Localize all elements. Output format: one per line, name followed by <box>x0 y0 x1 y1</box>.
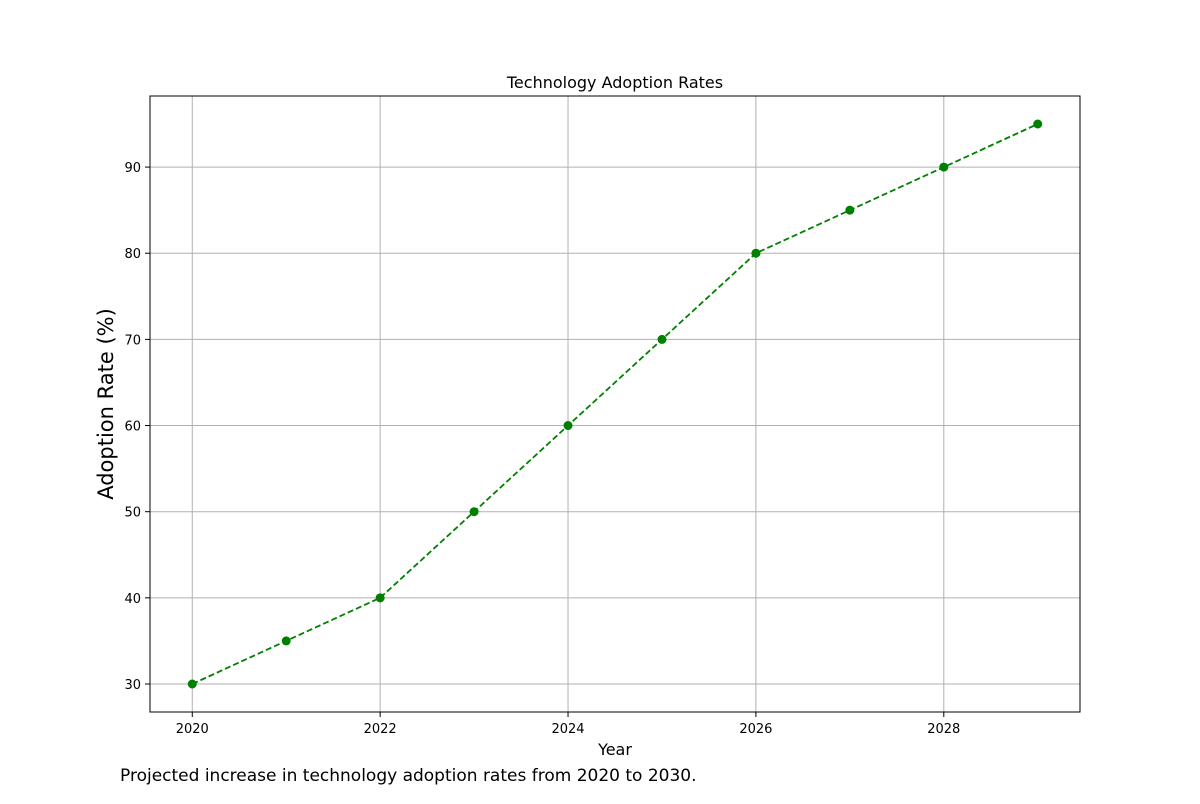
axis-ticks: 2020 2022 2024 2026 2028 30 40 50 60 70 80 90 <box>124 161 960 737</box>
data-point <box>187 679 197 689</box>
y-tick-label: 50 <box>124 506 141 521</box>
x-tick-label: 2026 <box>739 722 772 737</box>
y-tick-label: 60 <box>124 420 141 435</box>
series-line <box>191 123 1039 685</box>
data-point <box>469 507 479 517</box>
data-point <box>657 334 667 344</box>
x-tick-label: 2020 <box>176 722 209 737</box>
y-tick-label: 30 <box>124 678 141 693</box>
data-point <box>375 593 385 603</box>
x-tick-label: 2028 <box>927 722 960 737</box>
x-tick-label: 2022 <box>364 722 397 737</box>
x-axis-label: Year <box>597 740 632 759</box>
y-tick-label: 80 <box>124 247 141 262</box>
y-tick-label: 70 <box>124 333 141 348</box>
y-tick-label: 40 <box>124 592 141 607</box>
data-point <box>939 162 949 172</box>
chart-title: Technology Adoption Rates <box>506 73 723 92</box>
plot-area-frame <box>149 95 1081 713</box>
grid-lines <box>150 96 1080 712</box>
data-point <box>1033 119 1043 129</box>
series-layer <box>187 119 1043 689</box>
figure-caption: Projected increase in technology adoptio… <box>120 766 697 786</box>
data-point <box>281 636 291 646</box>
x-tick-label: 2024 <box>551 722 584 737</box>
data-point <box>751 248 761 258</box>
y-tick-label: 90 <box>124 161 141 176</box>
data-point <box>563 421 573 431</box>
y-axis-label: Adoption Rate (%) <box>94 308 118 500</box>
data-point <box>845 205 855 215</box>
